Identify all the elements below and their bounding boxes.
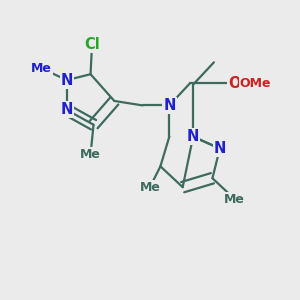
Text: N: N	[214, 141, 226, 156]
Text: Me: Me	[80, 148, 101, 161]
Text: Me: Me	[140, 181, 160, 194]
Text: N: N	[61, 102, 73, 117]
Text: Cl: Cl	[84, 37, 100, 52]
Text: Me: Me	[31, 62, 52, 75]
Text: N: N	[163, 98, 176, 113]
Text: Me: Me	[224, 193, 245, 206]
Text: N: N	[61, 73, 73, 88]
Text: N: N	[187, 129, 199, 144]
Text: O: O	[229, 76, 241, 91]
Text: OMe: OMe	[240, 76, 271, 90]
